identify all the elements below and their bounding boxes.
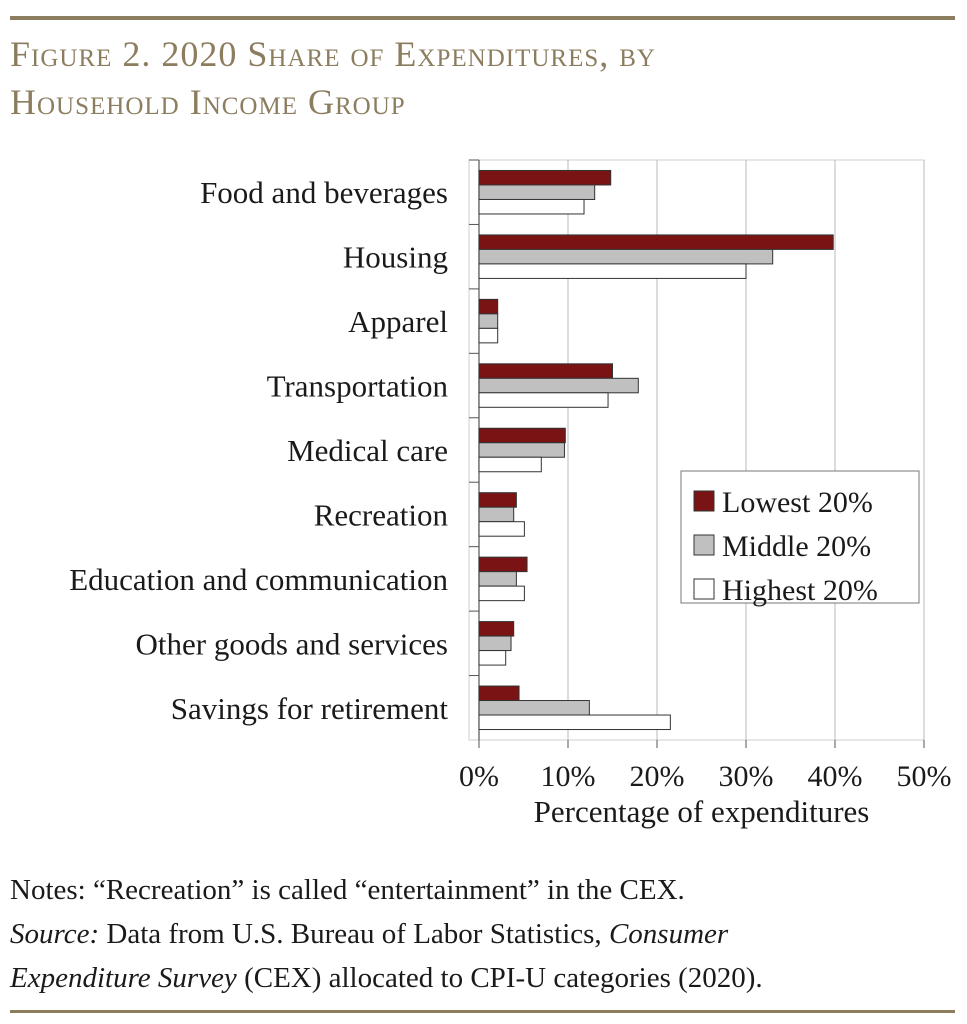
bar (478, 427, 566, 444)
bar (478, 571, 517, 587)
category-label: Medical care (287, 433, 448, 468)
bar (478, 363, 613, 379)
source-label: Source: (10, 918, 100, 950)
figure-title: Figure 2. 2020 Share of Expenditures, by… (10, 30, 940, 126)
x-tick-label: 10% (541, 760, 596, 793)
category-label: Apparel (348, 304, 448, 339)
source-line-2: Expenditure Survey (CEX) allocated to CP… (10, 956, 960, 1000)
notes-line: Notes: “Recreation” is called “entertain… (10, 874, 685, 906)
x-tick-label: 40% (808, 760, 863, 793)
bar (478, 635, 512, 652)
bar-chart: 0% 10% 20% 30% 40% 50% Food and beverages Housi… (69, 159, 952, 829)
x-axis-label: Percentage of expenditures (534, 794, 870, 829)
bar (478, 392, 609, 408)
legend-swatch (693, 578, 715, 600)
category-label: Housing (343, 240, 448, 275)
bar (478, 714, 671, 731)
bar (478, 556, 528, 573)
bar (478, 313, 499, 329)
bar (478, 234, 834, 250)
source-line: Source: Data from U.S. Bureau of Labor S… (10, 912, 960, 956)
x-tick-label: 30% (719, 760, 774, 793)
bar (478, 442, 565, 458)
source-text-1: Data from U.S. Bureau of Labor Statistic… (99, 918, 609, 950)
source-title-1: Consumer (608, 918, 729, 950)
legend-label: Lowest 20% (722, 486, 873, 519)
bar (478, 685, 520, 702)
bar (478, 184, 596, 200)
bar (478, 327, 499, 344)
source-text-2: (CEX) allocated to CPI-U categories (202… (236, 962, 763, 994)
bottom-rule (10, 1010, 955, 1013)
bar (478, 521, 525, 537)
bar (478, 492, 517, 508)
bar (478, 506, 515, 523)
source-title-2: Expenditure Survey (10, 962, 237, 994)
legend-box (680, 470, 920, 604)
legend-label: Middle 20% (722, 530, 871, 563)
bar (478, 585, 525, 602)
x-tick-label: 0% (459, 760, 499, 793)
category-label: Savings for retirement (171, 691, 449, 726)
category-label: Education and communication (69, 562, 448, 597)
bar (478, 650, 507, 666)
bar (478, 700, 590, 716)
figure-title-line1: Figure 2. 2020 Share of Expenditures, by (10, 34, 656, 74)
bar (478, 377, 639, 394)
legend-label: Highest 20% (722, 574, 878, 607)
x-tick-label: 50% (897, 760, 952, 793)
legend-swatch (693, 534, 715, 556)
figure-title-line2: Household Income Group (10, 82, 406, 122)
category-label: Other goods and services (136, 626, 449, 661)
top-rule (10, 16, 955, 20)
category-label: Recreation (314, 497, 449, 532)
bar (478, 621, 515, 637)
category-label: Food and beverages (200, 175, 448, 210)
x-tick-label: 20% (630, 760, 685, 793)
category-label: Transportation (267, 369, 449, 404)
bar (478, 298, 499, 315)
bar (478, 169, 612, 186)
legend-swatch (693, 490, 715, 512)
bar (478, 198, 585, 215)
notes-block: Notes: “Recreation” is called “entertain… (10, 868, 960, 1000)
bar (478, 456, 542, 473)
bar (478, 263, 747, 279)
bar (478, 248, 774, 265)
